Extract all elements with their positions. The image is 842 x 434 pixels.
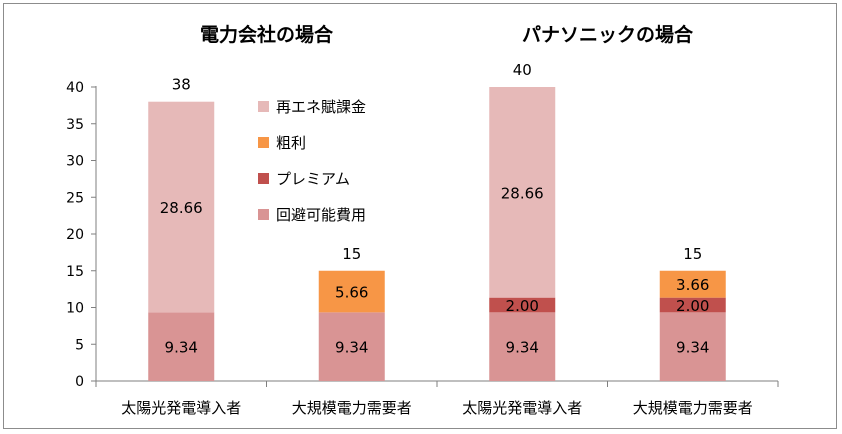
category-label: 太陽光発電導入者 <box>121 399 241 417</box>
segment-label: 2.00 <box>506 297 539 315</box>
total-label: 15 <box>342 245 361 263</box>
segment-label: 9.34 <box>506 339 539 357</box>
legend-label: プレミアム <box>276 170 350 188</box>
bar-segment <box>489 297 556 313</box>
bar-segment <box>659 270 726 298</box>
legend-box <box>250 87 396 229</box>
bar-segment <box>318 312 385 381</box>
total-label: 15 <box>683 245 702 263</box>
y-tick-label: 0 <box>75 374 84 390</box>
legend-swatch <box>258 173 269 184</box>
segment-label: 9.34 <box>335 339 368 357</box>
bar-segment <box>318 270 385 313</box>
category-label: 太陽光発電導入者 <box>462 399 582 417</box>
legend-label: 再エネ賦課金 <box>276 98 366 116</box>
segment-label: 2.00 <box>676 297 709 315</box>
bar-segment <box>148 101 215 313</box>
bar-segment <box>659 312 726 381</box>
y-tick-label: 30 <box>66 154 84 170</box>
total-label: 38 <box>172 76 191 94</box>
bar-segment <box>489 87 556 298</box>
legend-swatch <box>258 137 269 148</box>
segment-label: 28.66 <box>501 184 544 202</box>
segment-label: 9.34 <box>165 339 198 357</box>
y-tick-label: 5 <box>75 337 84 353</box>
y-tick-label: 40 <box>66 80 84 96</box>
y-tick-label: 25 <box>66 190 84 206</box>
y-tick-label: 10 <box>66 301 84 317</box>
legend-label: 粗利 <box>276 134 306 152</box>
legend-swatch <box>258 101 269 112</box>
segment-label: 3.66 <box>676 276 709 294</box>
legend-label: 回避可能費用 <box>276 206 366 224</box>
bar-segment <box>148 312 215 381</box>
category-label: 大規模電力需要者 <box>292 399 412 417</box>
y-tick-label: 20 <box>66 227 84 243</box>
segment-label: 5.66 <box>335 284 368 302</box>
segment-label: 28.66 <box>160 199 203 217</box>
total-label: 40 <box>513 61 532 79</box>
bar-segment <box>659 297 726 313</box>
y-tick-label: 15 <box>66 264 84 280</box>
bar-segment <box>489 312 556 381</box>
legend-swatch <box>258 209 269 220</box>
y-tick-label: 35 <box>66 117 84 133</box>
segment-label: 9.34 <box>676 339 709 357</box>
group-title: 電力会社の場合 <box>200 23 334 46</box>
category-label: 大規模電力需要者 <box>633 399 753 417</box>
group-title: パナソニックの場合 <box>522 23 694 46</box>
